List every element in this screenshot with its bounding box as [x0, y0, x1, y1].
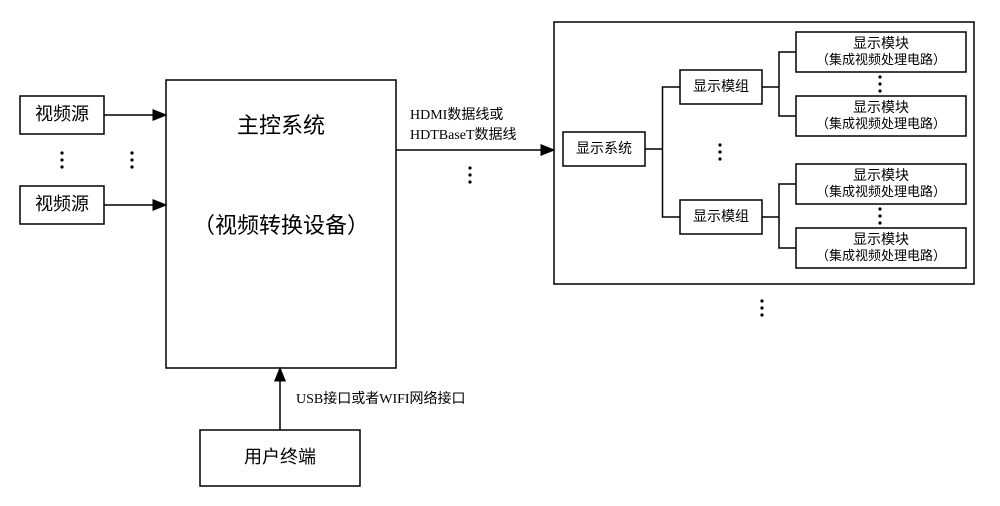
display-module-4: 显示模块 （集成视频处理电路） — [796, 228, 966, 268]
video-source-bottom: 视频源 — [20, 186, 104, 224]
svg-text:（集成视频处理电路）: （集成视频处理电路） — [816, 184, 946, 199]
svg-text:显示系统: 显示系统 — [576, 141, 632, 157]
display-module-3: 显示模块 （集成视频处理电路） — [796, 164, 966, 204]
svg-text:（集成视频处理电路）: （集成视频处理电路） — [816, 248, 946, 263]
svg-text:主控系统: 主控系统 — [237, 113, 325, 138]
svg-text:（视频转换设备）: （视频转换设备） — [193, 213, 369, 238]
svg-text:显示模块: 显示模块 — [853, 232, 909, 248]
edge-label-hdmi-1: HDMI数据线或 — [410, 107, 503, 123]
svg-text:用户终端: 用户终端 — [244, 447, 316, 467]
system-block-diagram: 视频源 视频源 主控系统 （视频转换设备） 用户终端 显示系统 显示模组 显示模… — [0, 0, 1000, 506]
svg-text:视频源: 视频源 — [35, 104, 89, 124]
svg-text:（集成视频处理电路）: （集成视频处理电路） — [816, 116, 946, 131]
edge-label-usb-wifi: USB接口或者WIFI网络接口 — [296, 390, 466, 407]
display-module-1: 显示模块 （集成视频处理电路） — [796, 32, 966, 72]
display-module-2: 显示模块 （集成视频处理电路） — [796, 96, 966, 136]
svg-text:显示模块: 显示模块 — [853, 36, 909, 52]
display-group-top: 显示模组 — [680, 70, 762, 104]
svg-text:显示模块: 显示模块 — [853, 100, 909, 116]
svg-text:视频源: 视频源 — [35, 194, 89, 214]
edge-label-hdmi-2: HDTBaseT数据线 — [410, 127, 517, 143]
video-source-top: 视频源 — [20, 96, 104, 134]
main-control-system: 主控系统 （视频转换设备） — [166, 80, 396, 368]
display-group-bottom: 显示模组 — [680, 200, 762, 234]
svg-text:显示模组: 显示模组 — [693, 79, 749, 95]
svg-text:（集成视频处理电路）: （集成视频处理电路） — [816, 52, 946, 67]
svg-text:显示模组: 显示模组 — [693, 209, 749, 225]
user-terminal: 用户终端 — [200, 430, 360, 486]
display-system: 显示系统 — [563, 132, 645, 166]
svg-text:显示模块: 显示模块 — [853, 168, 909, 184]
